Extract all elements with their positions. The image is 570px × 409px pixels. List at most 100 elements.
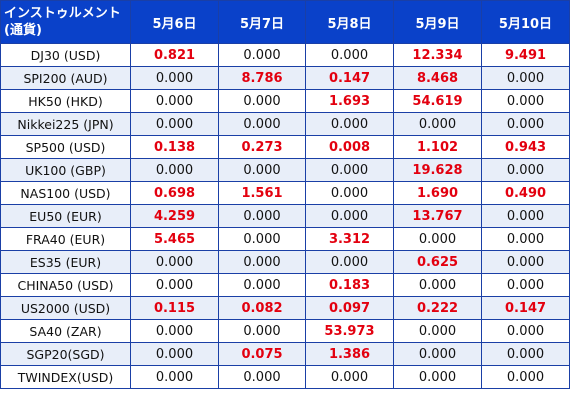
- value-cell: 0.222: [393, 296, 482, 320]
- value-cell: 0.097: [305, 296, 394, 320]
- value-cell: 0.000: [130, 66, 219, 90]
- value-cell: 0.000: [130, 273, 219, 297]
- value-cell: 54.619: [393, 89, 482, 113]
- value-cell: 1.386: [305, 342, 394, 366]
- instrument-column-header: インストゥルメント (通貨): [0, 0, 131, 44]
- value-cell: 0.000: [305, 43, 394, 67]
- instrument-cell: HK50 (HKD): [0, 89, 131, 113]
- instrument-cell: US2000 (USD): [0, 296, 131, 320]
- value-cell: 0.000: [305, 158, 394, 182]
- value-cell: 0.943: [481, 135, 570, 159]
- value-cell: 0.821: [130, 43, 219, 67]
- value-cell: 5.465: [130, 227, 219, 251]
- value-cell: 3.312: [305, 227, 394, 251]
- instrument-cell: CHINA50 (USD): [0, 273, 131, 297]
- value-cell: 0.000: [130, 89, 219, 113]
- value-cell: 0.115: [130, 296, 219, 320]
- value-cell: 1.693: [305, 89, 394, 113]
- value-cell: 4.259: [130, 204, 219, 228]
- instrument-cell: UK100 (GBP): [0, 158, 131, 182]
- instrument-cell: SGP20(SGD): [0, 342, 131, 366]
- value-cell: 0.625: [393, 250, 482, 274]
- value-cell: 0.000: [218, 89, 306, 113]
- instrument-cell: ES35 (EUR): [0, 250, 131, 274]
- value-cell: 0.000: [393, 112, 482, 136]
- value-cell: 0.000: [218, 43, 306, 67]
- dividend-table: インストゥルメント (通貨) 5月6日 5月7日 5月8日 5月9日 5月10日…: [0, 0, 570, 389]
- instrument-cell: EU50 (EUR): [0, 204, 131, 228]
- table-row: TWINDEX(USD) 0.000 0.000 0.000 0.000 0.000: [0, 365, 570, 389]
- value-cell: 0.000: [481, 227, 570, 251]
- value-cell: 1.102: [393, 135, 482, 159]
- instrument-cell: SP500 (USD): [0, 135, 131, 159]
- table-row: EU50 (EUR) 4.259 0.000 0.000 13.767 0.000: [0, 204, 570, 228]
- value-cell: 53.973: [305, 319, 394, 343]
- value-cell: 0.138: [130, 135, 219, 159]
- currency-header-label: (通貨): [4, 23, 42, 38]
- value-cell: 0.082: [218, 296, 306, 320]
- instrument-cell: SA40 (ZAR): [0, 319, 131, 343]
- value-cell: 0.000: [218, 227, 306, 251]
- value-cell: 8.786: [218, 66, 306, 90]
- value-cell: 1.690: [393, 181, 482, 205]
- value-cell: 0.000: [393, 273, 482, 297]
- value-cell: 0.000: [218, 273, 306, 297]
- value-cell: 19.628: [393, 158, 482, 182]
- value-cell: 0.147: [481, 296, 570, 320]
- value-cell: 8.468: [393, 66, 482, 90]
- instrument-cell: NAS100 (USD): [0, 181, 131, 205]
- table-row: SGP20(SGD) 0.000 0.075 1.386 0.000 0.000: [0, 342, 570, 366]
- instrument-cell: Nikkei225 (JPN): [0, 112, 131, 136]
- value-cell: 0.000: [218, 319, 306, 343]
- value-cell: 0.000: [481, 342, 570, 366]
- value-cell: 12.334: [393, 43, 482, 67]
- value-cell: 0.000: [393, 319, 482, 343]
- date-column-header: 5月8日: [305, 0, 394, 44]
- table-row: UK100 (GBP) 0.000 0.000 0.000 19.628 0.000: [0, 158, 570, 182]
- value-cell: 0.000: [481, 66, 570, 90]
- date-column-header: 5月9日: [393, 0, 482, 44]
- value-cell: 0.490: [481, 181, 570, 205]
- value-cell: 0.000: [305, 181, 394, 205]
- date-column-header: 5月7日: [218, 0, 306, 44]
- date-column-header: 5月10日: [481, 0, 570, 44]
- value-cell: 0.000: [393, 342, 482, 366]
- table-row: SPI200 (AUD) 0.000 8.786 0.147 8.468 0.000: [0, 66, 570, 90]
- value-cell: 9.491: [481, 43, 570, 67]
- value-cell: 0.000: [305, 204, 394, 228]
- value-cell: 0.000: [481, 204, 570, 228]
- table-row: ES35 (EUR) 0.000 0.000 0.000 0.625 0.000: [0, 250, 570, 274]
- value-cell: 0.000: [218, 112, 306, 136]
- value-cell: 0.183: [305, 273, 394, 297]
- value-cell: 0.000: [481, 89, 570, 113]
- instrument-cell: SPI200 (AUD): [0, 66, 131, 90]
- value-cell: 0.000: [218, 365, 306, 389]
- value-cell: 0.000: [218, 158, 306, 182]
- date-column-header: 5月6日: [130, 0, 219, 44]
- table-row: DJ30 (USD) 0.821 0.000 0.000 12.334 9.491: [0, 43, 570, 67]
- table-header: インストゥルメント (通貨) 5月6日 5月7日 5月8日 5月9日 5月10日: [0, 0, 570, 44]
- value-cell: 0.008: [305, 135, 394, 159]
- value-cell: 0.000: [218, 250, 306, 274]
- table-row: NAS100 (USD) 0.698 1.561 0.000 1.690 0.490: [0, 181, 570, 205]
- table-row: CHINA50 (USD) 0.000 0.000 0.183 0.000 0.000: [0, 273, 570, 297]
- value-cell: 0.000: [481, 273, 570, 297]
- table-row: FRA40 (EUR) 5.465 0.000 3.312 0.000 0.000: [0, 227, 570, 251]
- value-cell: 0.000: [130, 365, 219, 389]
- value-cell: 0.698: [130, 181, 219, 205]
- value-cell: 0.147: [305, 66, 394, 90]
- value-cell: 0.000: [481, 250, 570, 274]
- value-cell: 0.000: [130, 319, 219, 343]
- value-cell: 0.000: [393, 227, 482, 251]
- value-cell: 0.075: [218, 342, 306, 366]
- value-cell: 0.000: [305, 250, 394, 274]
- table-row: SA40 (ZAR) 0.000 0.000 53.973 0.000 0.000: [0, 319, 570, 343]
- value-cell: 1.561: [218, 181, 306, 205]
- value-cell: 0.000: [130, 342, 219, 366]
- value-cell: 0.273: [218, 135, 306, 159]
- value-cell: 0.000: [481, 319, 570, 343]
- instrument-cell: TWINDEX(USD): [0, 365, 131, 389]
- table-row: Nikkei225 (JPN) 0.000 0.000 0.000 0.000 0.000: [0, 112, 570, 136]
- value-cell: 0.000: [130, 158, 219, 182]
- value-cell: 0.000: [305, 365, 394, 389]
